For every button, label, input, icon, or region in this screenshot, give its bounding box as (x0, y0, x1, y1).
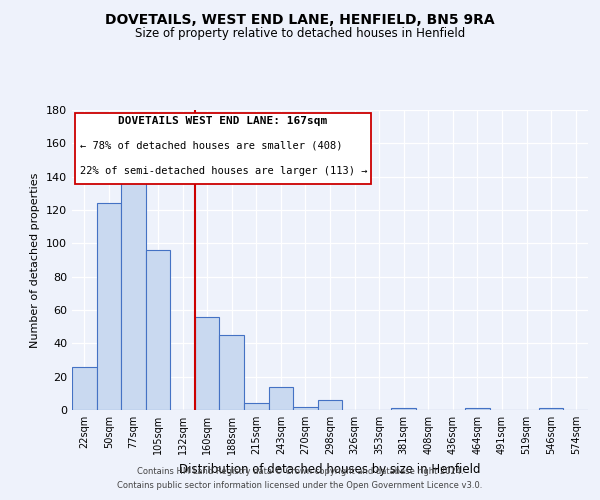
Bar (195, 316, 220, 410)
Text: ← 78% of detached houses are smaller (408): ← 78% of detached houses are smaller (40… (80, 140, 342, 150)
Bar (244, 404, 269, 410)
X-axis label: Distribution of detached houses by size in Henfield: Distribution of detached houses by size … (179, 462, 481, 475)
Bar (220, 335, 244, 410)
Bar (293, 406, 318, 410)
Bar (146, 250, 170, 410)
Bar (121, 164, 146, 410)
Text: DOVETAILS, WEST END LANE, HENFIELD, BN5 9RA: DOVETAILS, WEST END LANE, HENFIELD, BN5 … (105, 12, 495, 26)
Bar (391, 408, 416, 410)
Bar (539, 408, 563, 410)
Y-axis label: Number of detached properties: Number of detached properties (31, 172, 40, 348)
Text: DOVETAILS WEST END LANE: 167sqm: DOVETAILS WEST END LANE: 167sqm (118, 116, 328, 126)
Bar (465, 408, 490, 410)
FancyBboxPatch shape (74, 113, 371, 184)
Bar (318, 400, 342, 410)
Bar (72, 366, 97, 410)
Text: 22% of semi-detached houses are larger (113) →: 22% of semi-detached houses are larger (… (80, 166, 367, 175)
Text: Size of property relative to detached houses in Henfield: Size of property relative to detached ho… (135, 28, 465, 40)
Bar (269, 386, 293, 410)
Text: Contains HM Land Registry data © Crown copyright and database right 2024.: Contains HM Land Registry data © Crown c… (137, 467, 463, 476)
Text: Contains public sector information licensed under the Open Government Licence v3: Contains public sector information licen… (118, 481, 482, 490)
Bar (97, 204, 121, 410)
